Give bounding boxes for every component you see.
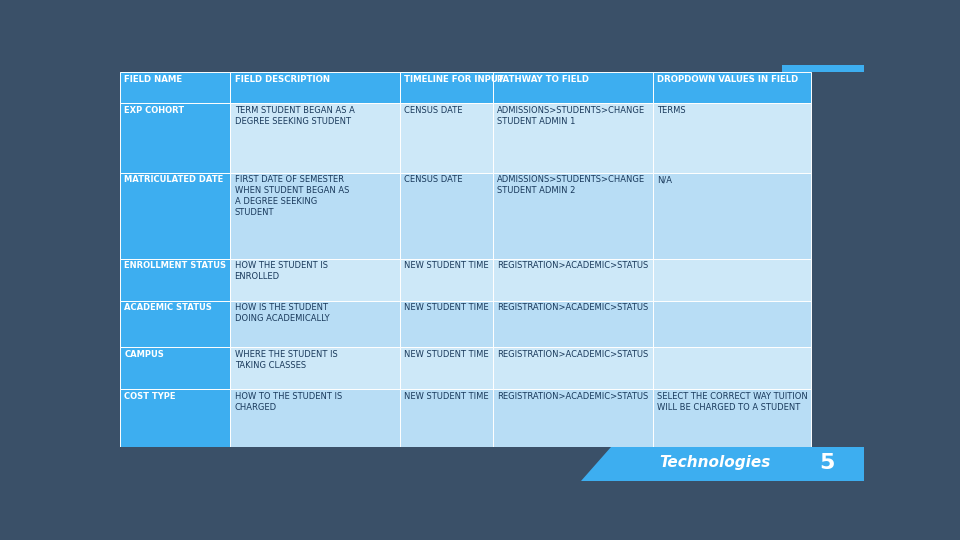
Bar (653, 389, 811, 447)
Bar (492, 259, 653, 301)
Bar (399, 259, 492, 301)
Text: NEW STUDENT TIME: NEW STUDENT TIME (404, 303, 489, 312)
Bar (120, 259, 230, 301)
Bar (653, 301, 811, 347)
Text: N/A: N/A (658, 175, 672, 184)
Bar (492, 104, 653, 173)
Bar (230, 173, 399, 259)
Bar (120, 65, 864, 72)
Bar (120, 72, 230, 104)
Text: MATRICULATED DATE: MATRICULATED DATE (125, 175, 224, 184)
Text: ADMISSIONS>STUDENTS>CHANGE
STUDENT ADMIN 1: ADMISSIONS>STUDENTS>CHANGE STUDENT ADMIN… (497, 106, 645, 126)
Bar (492, 173, 653, 259)
Text: HOW TO THE STUDENT IS
CHARGED: HOW TO THE STUDENT IS CHARGED (234, 392, 342, 411)
Text: TIMELINE FOR INPUT: TIMELINE FOR INPUT (404, 75, 504, 84)
Text: REGISTRATION>ACADEMIC>STATUS: REGISTRATION>ACADEMIC>STATUS (497, 261, 648, 271)
Text: FIELD DESCRIPTION: FIELD DESCRIPTION (234, 75, 329, 84)
Bar (120, 447, 864, 481)
Text: CAMPUS: CAMPUS (125, 349, 164, 359)
Text: ACADEMIC STATUS: ACADEMIC STATUS (125, 303, 212, 312)
Text: FIELD NAME: FIELD NAME (125, 75, 182, 84)
Bar (120, 104, 230, 173)
Text: REGISTRATION>ACADEMIC>STATUS: REGISTRATION>ACADEMIC>STATUS (497, 303, 648, 312)
Bar (120, 347, 230, 389)
Bar (399, 301, 492, 347)
Bar (653, 173, 811, 259)
Text: EXP COHORT: EXP COHORT (125, 106, 184, 115)
Text: CENSUS DATE: CENSUS DATE (404, 106, 463, 115)
Text: REGISTRATION>ACADEMIC>STATUS: REGISTRATION>ACADEMIC>STATUS (497, 392, 648, 401)
Text: ENROLLMENT STATUS: ENROLLMENT STATUS (125, 261, 227, 271)
Bar (399, 173, 492, 259)
Bar (782, 65, 864, 72)
Bar (399, 72, 492, 104)
Bar (653, 347, 811, 389)
Text: SELECT THE CORRECT WAY TUITION
WILL BE CHARGED TO A STUDENT: SELECT THE CORRECT WAY TUITION WILL BE C… (658, 392, 808, 411)
Bar (653, 72, 811, 104)
Bar (230, 259, 399, 301)
Bar (492, 301, 653, 347)
Bar (230, 104, 399, 173)
Text: TERMS: TERMS (658, 106, 685, 115)
Text: REGISTRATION>ACADEMIC>STATUS: REGISTRATION>ACADEMIC>STATUS (497, 349, 648, 359)
Bar (230, 301, 399, 347)
Text: NEW STUDENT TIME: NEW STUDENT TIME (404, 349, 489, 359)
Text: PATHWAY TO FIELD: PATHWAY TO FIELD (497, 75, 589, 84)
Text: HOW THE STUDENT IS
ENROLLED: HOW THE STUDENT IS ENROLLED (234, 261, 327, 281)
Text: TERM STUDENT BEGAN AS A
DEGREE SEEKING STUDENT: TERM STUDENT BEGAN AS A DEGREE SEEKING S… (234, 106, 354, 126)
Bar (120, 301, 230, 347)
Text: ADMISSIONS>STUDENTS>CHANGE
STUDENT ADMIN 2: ADMISSIONS>STUDENTS>CHANGE STUDENT ADMIN… (497, 175, 645, 195)
Text: FIRST DATE OF SEMESTER
WHEN STUDENT BEGAN AS
A DEGREE SEEKING
STUDENT: FIRST DATE OF SEMESTER WHEN STUDENT BEGA… (234, 175, 348, 218)
Text: Technologies: Technologies (660, 455, 771, 470)
Bar (653, 104, 811, 173)
Bar (120, 173, 230, 259)
Text: DROPDOWN VALUES IN FIELD: DROPDOWN VALUES IN FIELD (658, 75, 799, 84)
Text: 5: 5 (819, 453, 834, 473)
Polygon shape (581, 447, 864, 481)
Bar (399, 347, 492, 389)
Bar (399, 389, 492, 447)
Text: NEW STUDENT TIME: NEW STUDENT TIME (404, 261, 489, 271)
Text: WHERE THE STUDENT IS
TAKING CLASSES: WHERE THE STUDENT IS TAKING CLASSES (234, 349, 337, 369)
Text: HOW IS THE STUDENT
DOING ACADEMICALLY: HOW IS THE STUDENT DOING ACADEMICALLY (234, 303, 329, 323)
Text: CENSUS DATE: CENSUS DATE (404, 175, 463, 184)
Bar (653, 259, 811, 301)
Bar (492, 72, 653, 104)
Text: NEW STUDENT TIME: NEW STUDENT TIME (404, 392, 489, 401)
Bar (230, 347, 399, 389)
Bar (230, 389, 399, 447)
Bar (230, 72, 399, 104)
Bar (492, 347, 653, 389)
Bar (492, 389, 653, 447)
Bar (120, 389, 230, 447)
Text: COST TYPE: COST TYPE (125, 392, 176, 401)
Bar (399, 104, 492, 173)
